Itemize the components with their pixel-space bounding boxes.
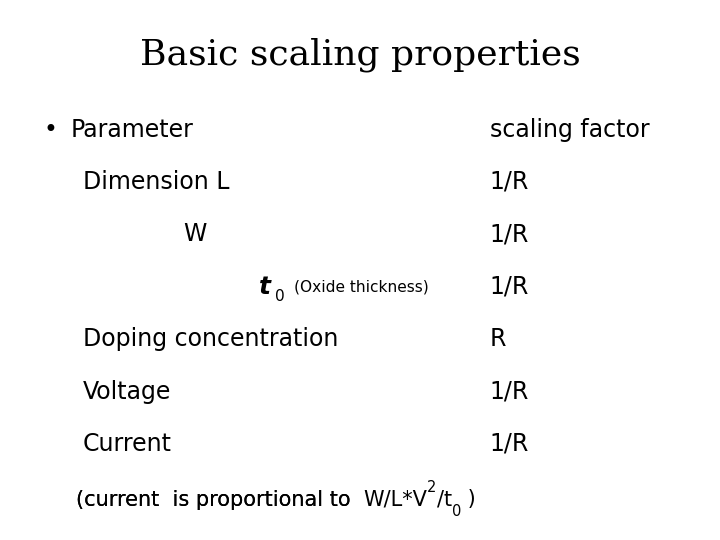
- Text: W/L*V: W/L*V: [364, 489, 428, 510]
- Text: (current  is proportional to: (current is proportional to: [76, 489, 364, 510]
- Text: /t: /t: [437, 489, 452, 510]
- Text: Basic scaling properties: Basic scaling properties: [140, 38, 580, 72]
- Text: Dimension L: Dimension L: [83, 170, 229, 194]
- Text: Current: Current: [83, 432, 172, 456]
- Text: •: •: [43, 118, 57, 141]
- Text: 1/R: 1/R: [490, 170, 529, 194]
- Text: 2: 2: [428, 480, 437, 495]
- Text: Parameter: Parameter: [71, 118, 194, 141]
- Text: Voltage: Voltage: [83, 380, 171, 403]
- Text: scaling factor: scaling factor: [490, 118, 649, 141]
- Text: 1/R: 1/R: [490, 222, 529, 246]
- Text: 0: 0: [452, 504, 462, 519]
- Text: (Oxide thickness): (Oxide thickness): [294, 279, 428, 294]
- Text: Doping concentration: Doping concentration: [83, 327, 338, 351]
- Text: (current  is proportional to: (current is proportional to: [76, 489, 364, 510]
- Text: W: W: [184, 222, 207, 246]
- Text: ): ): [462, 489, 476, 510]
- Text: 1/R: 1/R: [490, 432, 529, 456]
- Text: 1/R: 1/R: [490, 275, 529, 299]
- Text: t: t: [259, 275, 271, 299]
- Text: 0: 0: [275, 289, 285, 304]
- Text: 1/R: 1/R: [490, 380, 529, 403]
- Text: R: R: [490, 327, 506, 351]
